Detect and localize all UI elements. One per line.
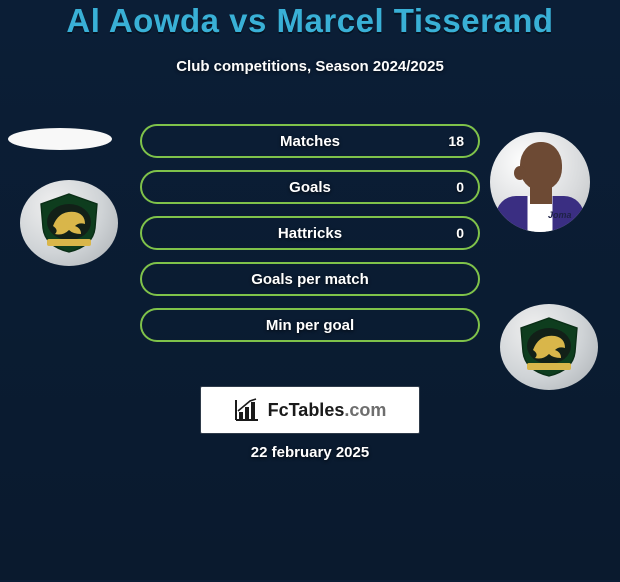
stat-label: Goals per match <box>251 271 369 288</box>
stat-right-value: 0 <box>456 225 464 241</box>
brand-name-light: .com <box>344 400 386 420</box>
brand-badge[interactable]: FcTables.com <box>200 386 420 434</box>
stat-label: Goals <box>289 179 331 196</box>
stat-row-goals-per-match: Goals per match <box>140 262 480 296</box>
stat-row-hattricks: Hattricks 0 <box>140 216 480 250</box>
stat-row-min-per-goal: Min per goal <box>140 308 480 342</box>
stat-label: Matches <box>280 133 340 150</box>
bar-chart-icon <box>234 398 260 422</box>
team-crest-left <box>20 180 118 266</box>
crest-disc <box>500 304 598 390</box>
brand-name-bold: FcTables <box>268 400 345 420</box>
brand-label: FcTables.com <box>268 400 387 421</box>
stats-panel: Matches 18 Goals 0 Hattricks 0 Goals per… <box>140 124 480 354</box>
stat-label: Min per goal <box>266 317 354 334</box>
shield-icon <box>515 316 583 378</box>
crest-disc <box>20 180 118 266</box>
page-title: Al Aowda vs Marcel Tisserand <box>0 2 620 40</box>
player-right-photo: Joma <box>490 132 590 232</box>
subtitle: Club competitions, Season 2024/2025 <box>0 58 620 75</box>
stat-right-value: 18 <box>448 133 464 149</box>
player-head <box>520 142 562 190</box>
player-ear <box>514 166 526 180</box>
date-label: 22 february 2025 <box>0 444 620 461</box>
player-left-name-oval <box>8 128 112 150</box>
stat-row-matches: Matches 18 <box>140 124 480 158</box>
stat-label: Hattricks <box>278 225 342 242</box>
stat-right-value: 0 <box>456 179 464 195</box>
stat-row-goals: Goals 0 <box>140 170 480 204</box>
team-crest-right <box>500 304 598 390</box>
shield-icon <box>35 192 103 254</box>
jersey-brand-label: Joma <box>548 210 572 220</box>
